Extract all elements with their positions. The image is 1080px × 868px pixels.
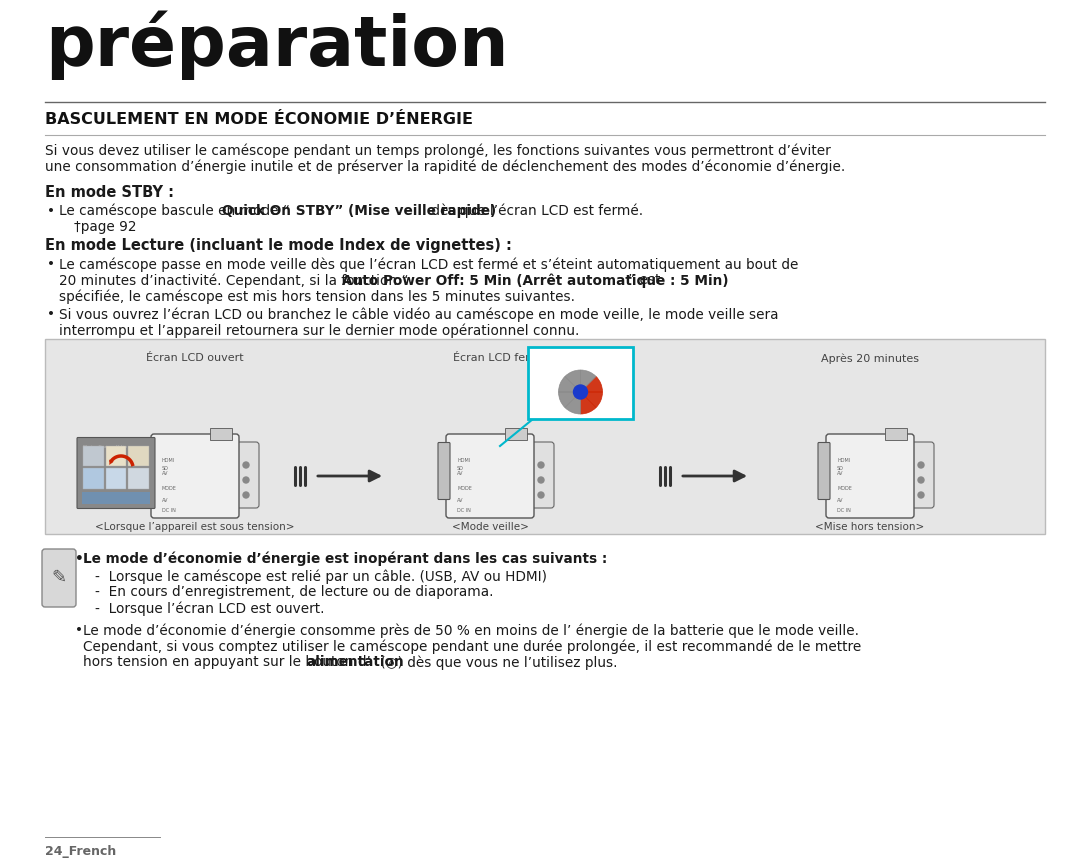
Text: Si vous ouvrez l’écran LCD ou branchez le câble vidéo au caméscope en mode veill: Si vous ouvrez l’écran LCD ou branchez l… xyxy=(59,307,779,321)
Text: <Mise hors tension>: <Mise hors tension> xyxy=(815,522,924,532)
Wedge shape xyxy=(581,392,596,414)
Text: Le mode d’économie d’énergie est inopérant dans les cas suivants :: Le mode d’économie d’énergie est inopéra… xyxy=(83,552,607,567)
FancyBboxPatch shape xyxy=(83,445,104,466)
FancyBboxPatch shape xyxy=(231,442,259,508)
Text: <Mode veille>: <Mode veille> xyxy=(451,522,528,532)
Text: •: • xyxy=(48,204,55,218)
FancyBboxPatch shape xyxy=(151,434,239,518)
Text: MODE: MODE xyxy=(837,485,852,490)
Circle shape xyxy=(538,462,544,468)
FancyBboxPatch shape xyxy=(42,549,76,607)
Text: Écran LCD ouvert: Écran LCD ouvert xyxy=(146,353,244,363)
FancyBboxPatch shape xyxy=(528,347,633,419)
Text: hors tension en appuyant sur le bouton d’: hors tension en appuyant sur le bouton d… xyxy=(83,655,370,669)
Circle shape xyxy=(243,477,249,483)
Text: -  Lorsque l’écran LCD est ouvert.: - Lorsque l’écran LCD est ouvert. xyxy=(95,601,324,615)
FancyBboxPatch shape xyxy=(77,437,156,509)
FancyBboxPatch shape xyxy=(106,445,126,466)
Text: Écran LCD fermé: Écran LCD fermé xyxy=(453,353,548,363)
FancyBboxPatch shape xyxy=(82,491,150,503)
Text: DC IN: DC IN xyxy=(837,509,851,514)
Text: HDMI: HDMI xyxy=(457,458,470,464)
Text: SD
AV: SD AV xyxy=(457,465,464,477)
Text: †page 92: †page 92 xyxy=(75,220,136,234)
Text: •: • xyxy=(48,257,55,271)
FancyBboxPatch shape xyxy=(826,434,914,518)
Text: Auto Power Off: 5 Min (Arrêt automatique : 5 Min): Auto Power Off: 5 Min (Arrêt automatique… xyxy=(342,273,729,287)
Text: ” est: ” est xyxy=(629,273,661,287)
Text: MODE: MODE xyxy=(162,485,177,490)
FancyBboxPatch shape xyxy=(818,443,831,499)
Text: DC IN: DC IN xyxy=(457,509,471,514)
Circle shape xyxy=(573,385,588,399)
Wedge shape xyxy=(581,392,603,408)
FancyBboxPatch shape xyxy=(129,468,149,489)
Text: Cependant, si vous comptez utiliser le caméscope pendant une durée prolongée, il: Cependant, si vous comptez utiliser le c… xyxy=(83,639,861,654)
Text: une consommation d’énergie inutile et de préserver la rapidité de déclenchement : une consommation d’énergie inutile et de… xyxy=(45,159,846,174)
Text: MODE: MODE xyxy=(457,485,472,490)
Text: Sound Mue: Sound Mue xyxy=(84,496,107,499)
Text: 20 minutes d’inactivité. Cependant, si la fonction “: 20 minutes d’inactivité. Cependant, si l… xyxy=(59,273,408,287)
FancyBboxPatch shape xyxy=(885,428,907,440)
Text: Après 20 minutes: Après 20 minutes xyxy=(821,353,919,364)
Text: HDMI: HDMI xyxy=(837,458,850,464)
Text: En mode Lecture (incluant le mode Index de vignettes) :: En mode Lecture (incluant le mode Index … xyxy=(45,238,512,253)
Circle shape xyxy=(538,477,544,483)
FancyBboxPatch shape xyxy=(446,434,534,518)
Circle shape xyxy=(918,477,924,483)
Text: Quick On STBY” (Mise veille rapide): Quick On STBY” (Mise veille rapide) xyxy=(222,204,497,218)
Text: Le caméscope passe en mode veille dès que l’écran LCD est fermé et s’éteint auto: Le caméscope passe en mode veille dès qu… xyxy=(59,257,798,272)
Text: •: • xyxy=(75,623,83,637)
Text: SD
AV: SD AV xyxy=(837,465,843,477)
Text: -  En cours d’enregistrement, de lecture ou de diaporama.: - En cours d’enregistrement, de lecture … xyxy=(95,585,494,599)
Text: SD
AV: SD AV xyxy=(162,465,168,477)
FancyBboxPatch shape xyxy=(129,445,149,466)
FancyBboxPatch shape xyxy=(438,443,450,499)
Text: •: • xyxy=(48,307,55,321)
Text: AV: AV xyxy=(162,498,168,503)
Circle shape xyxy=(243,462,249,468)
Text: alimentation: alimentation xyxy=(307,655,404,669)
Text: <Lorsque l’appareil est sous tension>: <Lorsque l’appareil est sous tension> xyxy=(95,522,295,532)
Wedge shape xyxy=(581,370,596,392)
Wedge shape xyxy=(565,392,581,414)
FancyBboxPatch shape xyxy=(106,468,126,489)
Text: dès que l’écran LCD est fermé.: dès que l’écran LCD est fermé. xyxy=(427,204,643,219)
Text: Le mode d’économie d’énergie consomme près de 50 % en moins de l’ énergie de la : Le mode d’économie d’énergie consomme pr… xyxy=(83,623,859,637)
Text: (◎) dès que vous ne l’utilisez plus.: (◎) dès que vous ne l’utilisez plus. xyxy=(377,655,618,669)
Text: Si vous devez utiliser le caméscope pendant un temps prolongé, les fonctions sui: Si vous devez utiliser le caméscope pend… xyxy=(45,143,831,157)
Circle shape xyxy=(243,492,249,498)
Circle shape xyxy=(538,492,544,498)
FancyBboxPatch shape xyxy=(45,339,1045,534)
Text: •: • xyxy=(75,552,84,566)
Wedge shape xyxy=(565,370,581,392)
Text: préparation: préparation xyxy=(45,10,509,80)
Text: spécifiée, le caméscope est mis hors tension dans les 5 minutes suivantes.: spécifiée, le caméscope est mis hors ten… xyxy=(59,289,575,304)
Circle shape xyxy=(918,462,924,468)
Text: Le caméscope bascule en mode “: Le caméscope bascule en mode “ xyxy=(59,204,289,219)
Text: ✎: ✎ xyxy=(52,569,67,587)
FancyBboxPatch shape xyxy=(83,468,104,489)
Text: -  Lorsque le caméscope est relié par un câble. (USB, AV ou HDMI): - Lorsque le caméscope est relié par un … xyxy=(95,569,546,583)
Wedge shape xyxy=(558,377,581,392)
Text: AV: AV xyxy=(837,498,843,503)
Text: Photo   Cinéma  Vidéo: Photo Cinéma Vidéo xyxy=(82,444,126,449)
Text: interrompu et l’appareil retournera sur le dernier mode opérationnel connu.: interrompu et l’appareil retournera sur … xyxy=(59,323,579,338)
FancyBboxPatch shape xyxy=(906,442,934,508)
Text: ⚙ 📷 ▶: ⚙ 📷 ▶ xyxy=(566,359,595,369)
Text: 24_French: 24_French xyxy=(45,845,117,858)
Text: BASCULEMENT EN MODE ÉCONOMIE D’ÉNERGIE: BASCULEMENT EN MODE ÉCONOMIE D’ÉNERGIE xyxy=(45,112,473,127)
FancyBboxPatch shape xyxy=(505,428,527,440)
Text: DC IN: DC IN xyxy=(162,509,176,514)
Text: HDMI: HDMI xyxy=(162,458,175,464)
FancyBboxPatch shape xyxy=(210,428,232,440)
Wedge shape xyxy=(558,392,581,408)
Wedge shape xyxy=(581,377,603,392)
Text: En mode STBY :: En mode STBY : xyxy=(45,185,174,200)
Circle shape xyxy=(918,492,924,498)
Text: AV: AV xyxy=(457,498,463,503)
FancyBboxPatch shape xyxy=(526,442,554,508)
